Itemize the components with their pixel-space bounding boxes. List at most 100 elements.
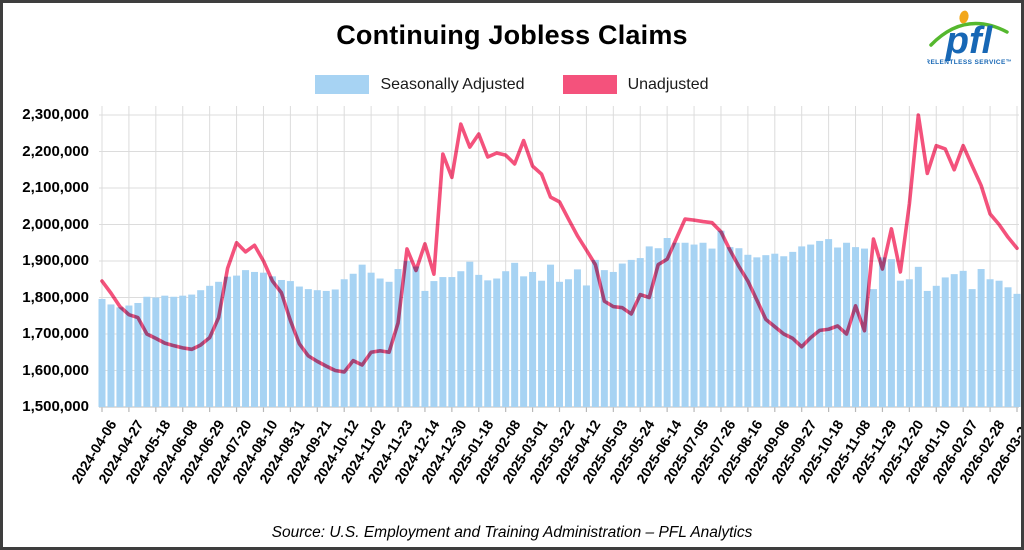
bar-week-88: [887, 259, 895, 407]
bar-week-64: [672, 242, 680, 407]
bar-week-58: [618, 263, 626, 407]
bar-week-41: [466, 261, 474, 407]
bar-week-30: [367, 272, 375, 407]
bar-week-43: [484, 280, 492, 407]
unadjusted-line: [100, 113, 1019, 374]
bar-week-19: [268, 276, 276, 407]
y-axis-tick-label: 2,000,000: [22, 215, 89, 233]
logo-dot-icon: [959, 10, 969, 24]
bar-week-102: [1013, 293, 1021, 407]
y-axis-tick-label: 2,100,000: [22, 179, 89, 196]
pfl-logo: pfl RELENTLESS SERVICE™: [925, 7, 1012, 69]
bar-week-15: [233, 275, 241, 407]
bar-week-77: [789, 251, 797, 408]
bar-week-9: [179, 295, 187, 407]
bar-week-11: [197, 290, 205, 407]
bar-week-45: [502, 271, 510, 407]
bar-week-5: [143, 296, 151, 407]
legend-label: Seasonally Adjusted: [380, 75, 525, 93]
bar-week-32: [385, 281, 393, 407]
legend-item-seasonally-adjusted: Seasonally Adjusted: [315, 75, 525, 94]
logo-arc-icon: [929, 21, 1009, 47]
bar-week-57: [609, 271, 617, 407]
bar-week-3: [125, 305, 133, 407]
legend: Seasonally Adjusted Unadjusted: [3, 75, 1021, 94]
bar-week-60: [636, 258, 644, 407]
bar-week-18: [259, 272, 267, 407]
bar-week-24: [313, 290, 321, 407]
bar-week-59: [627, 259, 635, 407]
bar-week-34: [403, 261, 411, 407]
bar-week-54: [582, 285, 590, 407]
bar-week-100: [995, 280, 1003, 407]
bar-week-35: [412, 266, 420, 407]
bar-week-56: [600, 270, 608, 408]
page-title: Continuing Jobless Claims: [336, 20, 688, 50]
bar-week-83: [843, 242, 851, 407]
bar-week-31: [376, 278, 384, 407]
bar-week-99: [986, 279, 994, 407]
bar-week-98: [977, 269, 985, 407]
source-text: Source: U.S. Employment and Training Adm…: [271, 524, 753, 541]
bar-week-69: [717, 230, 725, 407]
bar-week-50: [547, 264, 555, 407]
chart-plot-area: [98, 106, 1021, 412]
bar-week-61: [645, 246, 653, 407]
logo-text: pfl: [945, 20, 994, 62]
legend-label: Unadjusted: [627, 75, 709, 93]
bar-week-53: [573, 269, 581, 407]
bar-week-89: [896, 280, 904, 407]
bar-week-36: [421, 290, 429, 407]
bar-week-40: [457, 271, 465, 407]
bar-week-66: [690, 244, 698, 407]
logo-tagline: RELENTLESS SERVICE™: [927, 59, 1011, 66]
bar-week-96: [959, 270, 967, 407]
bar-week-72: [744, 254, 752, 407]
bar-week-4: [134, 302, 142, 407]
y-axis-tick-label: 1,800,000: [22, 288, 89, 306]
bar-week-78: [798, 246, 806, 407]
bar-week-23: [304, 289, 312, 407]
bar-week-21: [286, 281, 294, 407]
x-axis-line-and-ticks: [99, 406, 1019, 412]
y-axis-tick-label: 1,900,000: [22, 252, 89, 269]
bar-week-75: [771, 253, 779, 407]
bar-week-84: [852, 247, 860, 407]
bar-week-86: [869, 289, 877, 407]
bar-week-39: [448, 277, 456, 407]
bar-week-0: [98, 298, 106, 407]
bar-week-52: [564, 279, 572, 407]
bar-week-79: [807, 244, 815, 407]
bar-week-91: [914, 266, 922, 407]
bar-week-6: [152, 297, 160, 407]
bar-week-49: [538, 280, 546, 407]
bar-week-29: [358, 264, 366, 407]
y-axis-tick-label: 1,500,000: [22, 398, 89, 415]
bar-week-37: [430, 281, 438, 407]
y-axis-tick-label: 2,200,000: [22, 142, 89, 160]
bar-week-62: [654, 248, 662, 407]
bar-week-73: [753, 257, 761, 407]
bar-week-70: [726, 247, 734, 407]
bar-week-17: [251, 271, 258, 407]
bar-week-95: [950, 274, 958, 407]
bar-week-46: [511, 262, 519, 407]
bar-week-7: [161, 295, 169, 407]
bar-week-74: [762, 255, 770, 407]
bar-week-12: [206, 285, 214, 407]
bar-week-63: [663, 238, 671, 407]
bar-week-67: [699, 242, 707, 407]
legend-item-unadjusted: Unadjusted: [562, 75, 709, 94]
bar-week-71: [735, 248, 743, 407]
bar-week-101: [1004, 287, 1012, 407]
bar-week-44: [493, 278, 501, 407]
bar-week-28: [349, 273, 357, 407]
line-series-unadjusted: [100, 113, 1019, 374]
bar-week-38: [439, 277, 447, 407]
bar-week-13: [215, 281, 223, 407]
bar-week-47: [520, 276, 528, 407]
bar-week-65: [681, 242, 689, 407]
bar-week-1: [107, 304, 115, 407]
bar-week-93: [932, 285, 940, 407]
